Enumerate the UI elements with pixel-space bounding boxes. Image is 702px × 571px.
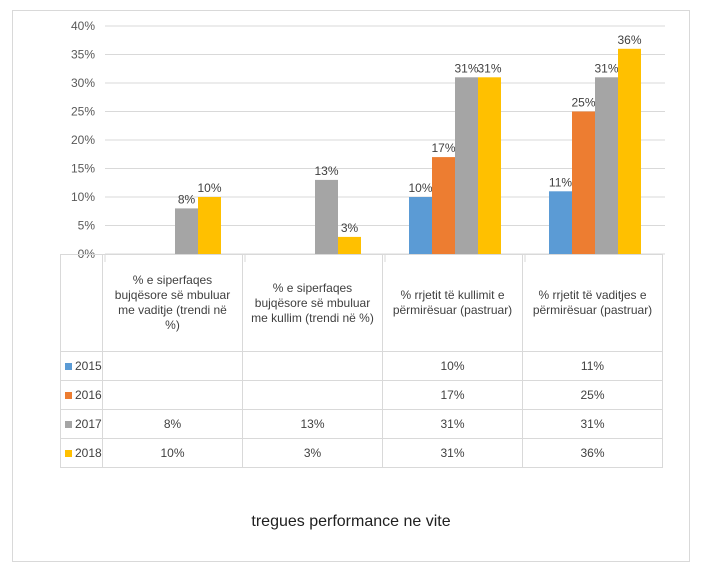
- table-cell: 25%: [522, 380, 663, 410]
- bar-2016: [572, 111, 595, 254]
- bar-2017: [455, 77, 478, 254]
- data-label: 10%: [408, 181, 432, 195]
- legend-entry: 2015: [60, 351, 103, 381]
- bar-2017: [595, 77, 618, 254]
- y-tick-label: 25%: [71, 105, 95, 119]
- table-row: 2016 17% 25%: [60, 380, 663, 410]
- legend-entry: 2016: [60, 380, 103, 410]
- table-cell: 10%: [102, 438, 243, 468]
- table-cell: [242, 380, 383, 410]
- y-tick-label: 35%: [71, 48, 95, 62]
- table-cell: 31%: [522, 409, 663, 439]
- y-tick-label: 5%: [78, 219, 96, 233]
- table-corner: [60, 254, 103, 352]
- legend-key: [65, 420, 72, 428]
- data-label: 17%: [431, 141, 455, 155]
- data-label: 31%: [594, 61, 618, 75]
- table-cell: 8%: [102, 409, 243, 439]
- y-tick-label: 30%: [71, 76, 95, 90]
- data-label: 11%: [549, 175, 572, 189]
- data-label: 8%: [178, 192, 196, 206]
- legend-key: [65, 449, 72, 457]
- table-cell: [102, 380, 243, 410]
- bar-2016: [432, 157, 455, 254]
- table-cell: 10%: [382, 351, 523, 381]
- legend-entry: 2017: [60, 409, 103, 439]
- data-label: 3%: [341, 221, 359, 235]
- table-cell: [242, 351, 383, 381]
- legend-entry: 2018: [60, 438, 103, 468]
- y-tick-label: 20%: [71, 133, 95, 147]
- table-cell: 13%: [242, 409, 383, 439]
- table-cell: [102, 351, 243, 381]
- data-label: 25%: [571, 96, 595, 110]
- bar-2015: [409, 197, 432, 254]
- y-tick-label: 15%: [71, 162, 95, 176]
- category-label: % e siperfaqes bujqësore së mbuluar me vad…: [102, 254, 243, 352]
- table-cell: 31%: [382, 409, 523, 439]
- table-cell: 11%: [522, 351, 663, 381]
- y-tick-label: 40%: [71, 19, 95, 33]
- table-row: 2015 10% 11%: [60, 351, 663, 381]
- table-cell: 36%: [522, 438, 663, 468]
- data-label: 31%: [454, 61, 478, 75]
- table-cell: 17%: [382, 380, 523, 410]
- data-table: % e siperfaqes bujqësore së mbuluar me vad…: [60, 254, 663, 468]
- category-label: % e siperfaqes bujqësore së mbuluar me kul…: [242, 254, 383, 352]
- y-tick-label: 10%: [71, 190, 95, 204]
- bar-2018: [198, 197, 221, 254]
- chart-frame: [12, 10, 690, 562]
- table-cell: 31%: [382, 438, 523, 468]
- table-cell: 3%: [242, 438, 383, 468]
- table-row: 2018 10% 3% 31% 36%: [60, 438, 663, 468]
- x-axis-title: tregues performance ne vite: [251, 513, 451, 530]
- data-label: 31%: [477, 61, 501, 75]
- legend-key: [65, 362, 72, 370]
- bar-2017: [315, 179, 338, 254]
- bar-2018: [478, 77, 501, 254]
- data-label: 10%: [197, 181, 221, 195]
- category-label: % rrjetit të vaditjes e përmirësuar (past…: [522, 254, 663, 352]
- bar-2018: [618, 48, 641, 254]
- legend-key: [65, 391, 72, 399]
- bar-2015: [549, 191, 572, 254]
- bar-2018: [338, 236, 361, 254]
- table-row: 2017 8% 13% 31% 31%: [60, 409, 663, 439]
- data-label: 13%: [314, 164, 338, 178]
- bar-2017: [175, 208, 198, 254]
- category-label: % rrjetit të kullimit e përmirësuar (past…: [382, 254, 523, 352]
- data-label: 36%: [617, 33, 641, 47]
